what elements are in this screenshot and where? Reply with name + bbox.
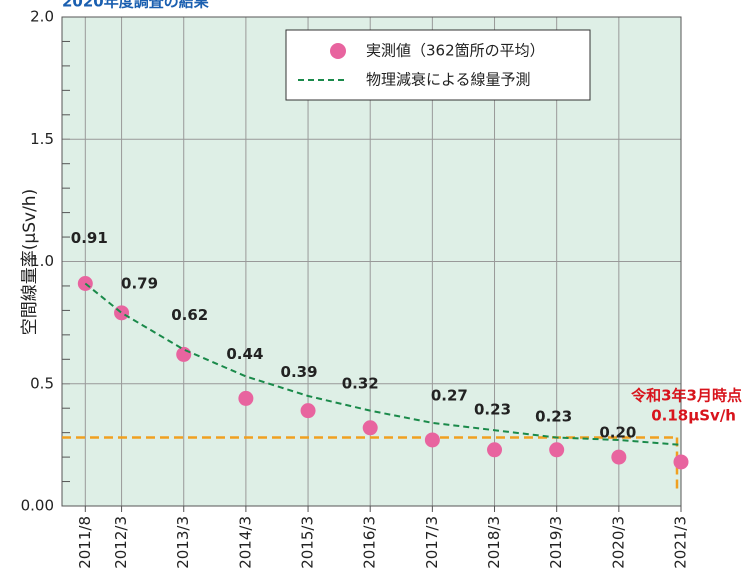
x-tick-label: 2011/8 [76,516,94,569]
data-label: 0.39 [281,363,318,381]
y-tick-label: 1.0 [30,252,54,270]
annotation: 0.18μSv/h [651,407,736,425]
data-point [487,442,503,458]
legend-box [285,29,591,101]
y-tick-label: 2.0 [30,8,54,26]
data-label: 0.32 [342,374,379,392]
y-axis-label: 空間線量率(μSv/h) [20,189,40,335]
data-point [611,449,627,465]
x-tick-label: 2020/3 [609,516,627,569]
annotation: 令和3年3月時点 [631,387,742,405]
data-label: 0.20 [599,424,636,442]
x-tick-label: 2014/3 [236,516,254,569]
data-point [673,454,689,470]
x-tick-label: 2015/3 [299,516,317,569]
legend-label: 物理減衰による線量予測 [366,71,531,89]
data-label: 0.44 [226,345,263,363]
data-point [424,432,440,448]
data-label: 0.27 [431,386,468,404]
data-point [176,346,192,362]
prediction-line [84,282,682,446]
legend-label: 実測値（362箇所の平均） [366,42,545,60]
legend-marker [330,43,346,59]
data-label: 0.23 [474,400,511,418]
x-tick-label: 2017/3 [423,516,441,569]
x-tick-label: 2018/3 [485,516,503,569]
data-label: 0.62 [171,306,208,324]
data-point [238,390,254,406]
data-label: 0.23 [535,407,572,425]
data-point [362,420,378,436]
y-tick-label: 0.00 [21,497,54,515]
data-label: 0.91 [71,229,108,247]
y-tick-label: 0.5 [30,374,54,392]
x-tick-label: 2019/3 [547,516,565,569]
chart-title: 2020年度調査の結果 [62,0,210,11]
data-point [549,442,565,458]
data-point [300,403,316,419]
y-tick-label: 1.5 [30,130,54,148]
x-tick-label: 2021/3 [672,516,690,569]
x-tick-label: 2012/3 [112,516,130,569]
x-tick-label: 2013/3 [174,516,192,569]
plot-frame [61,16,682,507]
data-point [114,305,130,321]
x-tick-label: 2016/3 [361,516,379,569]
data-label: 0.79 [121,274,158,292]
